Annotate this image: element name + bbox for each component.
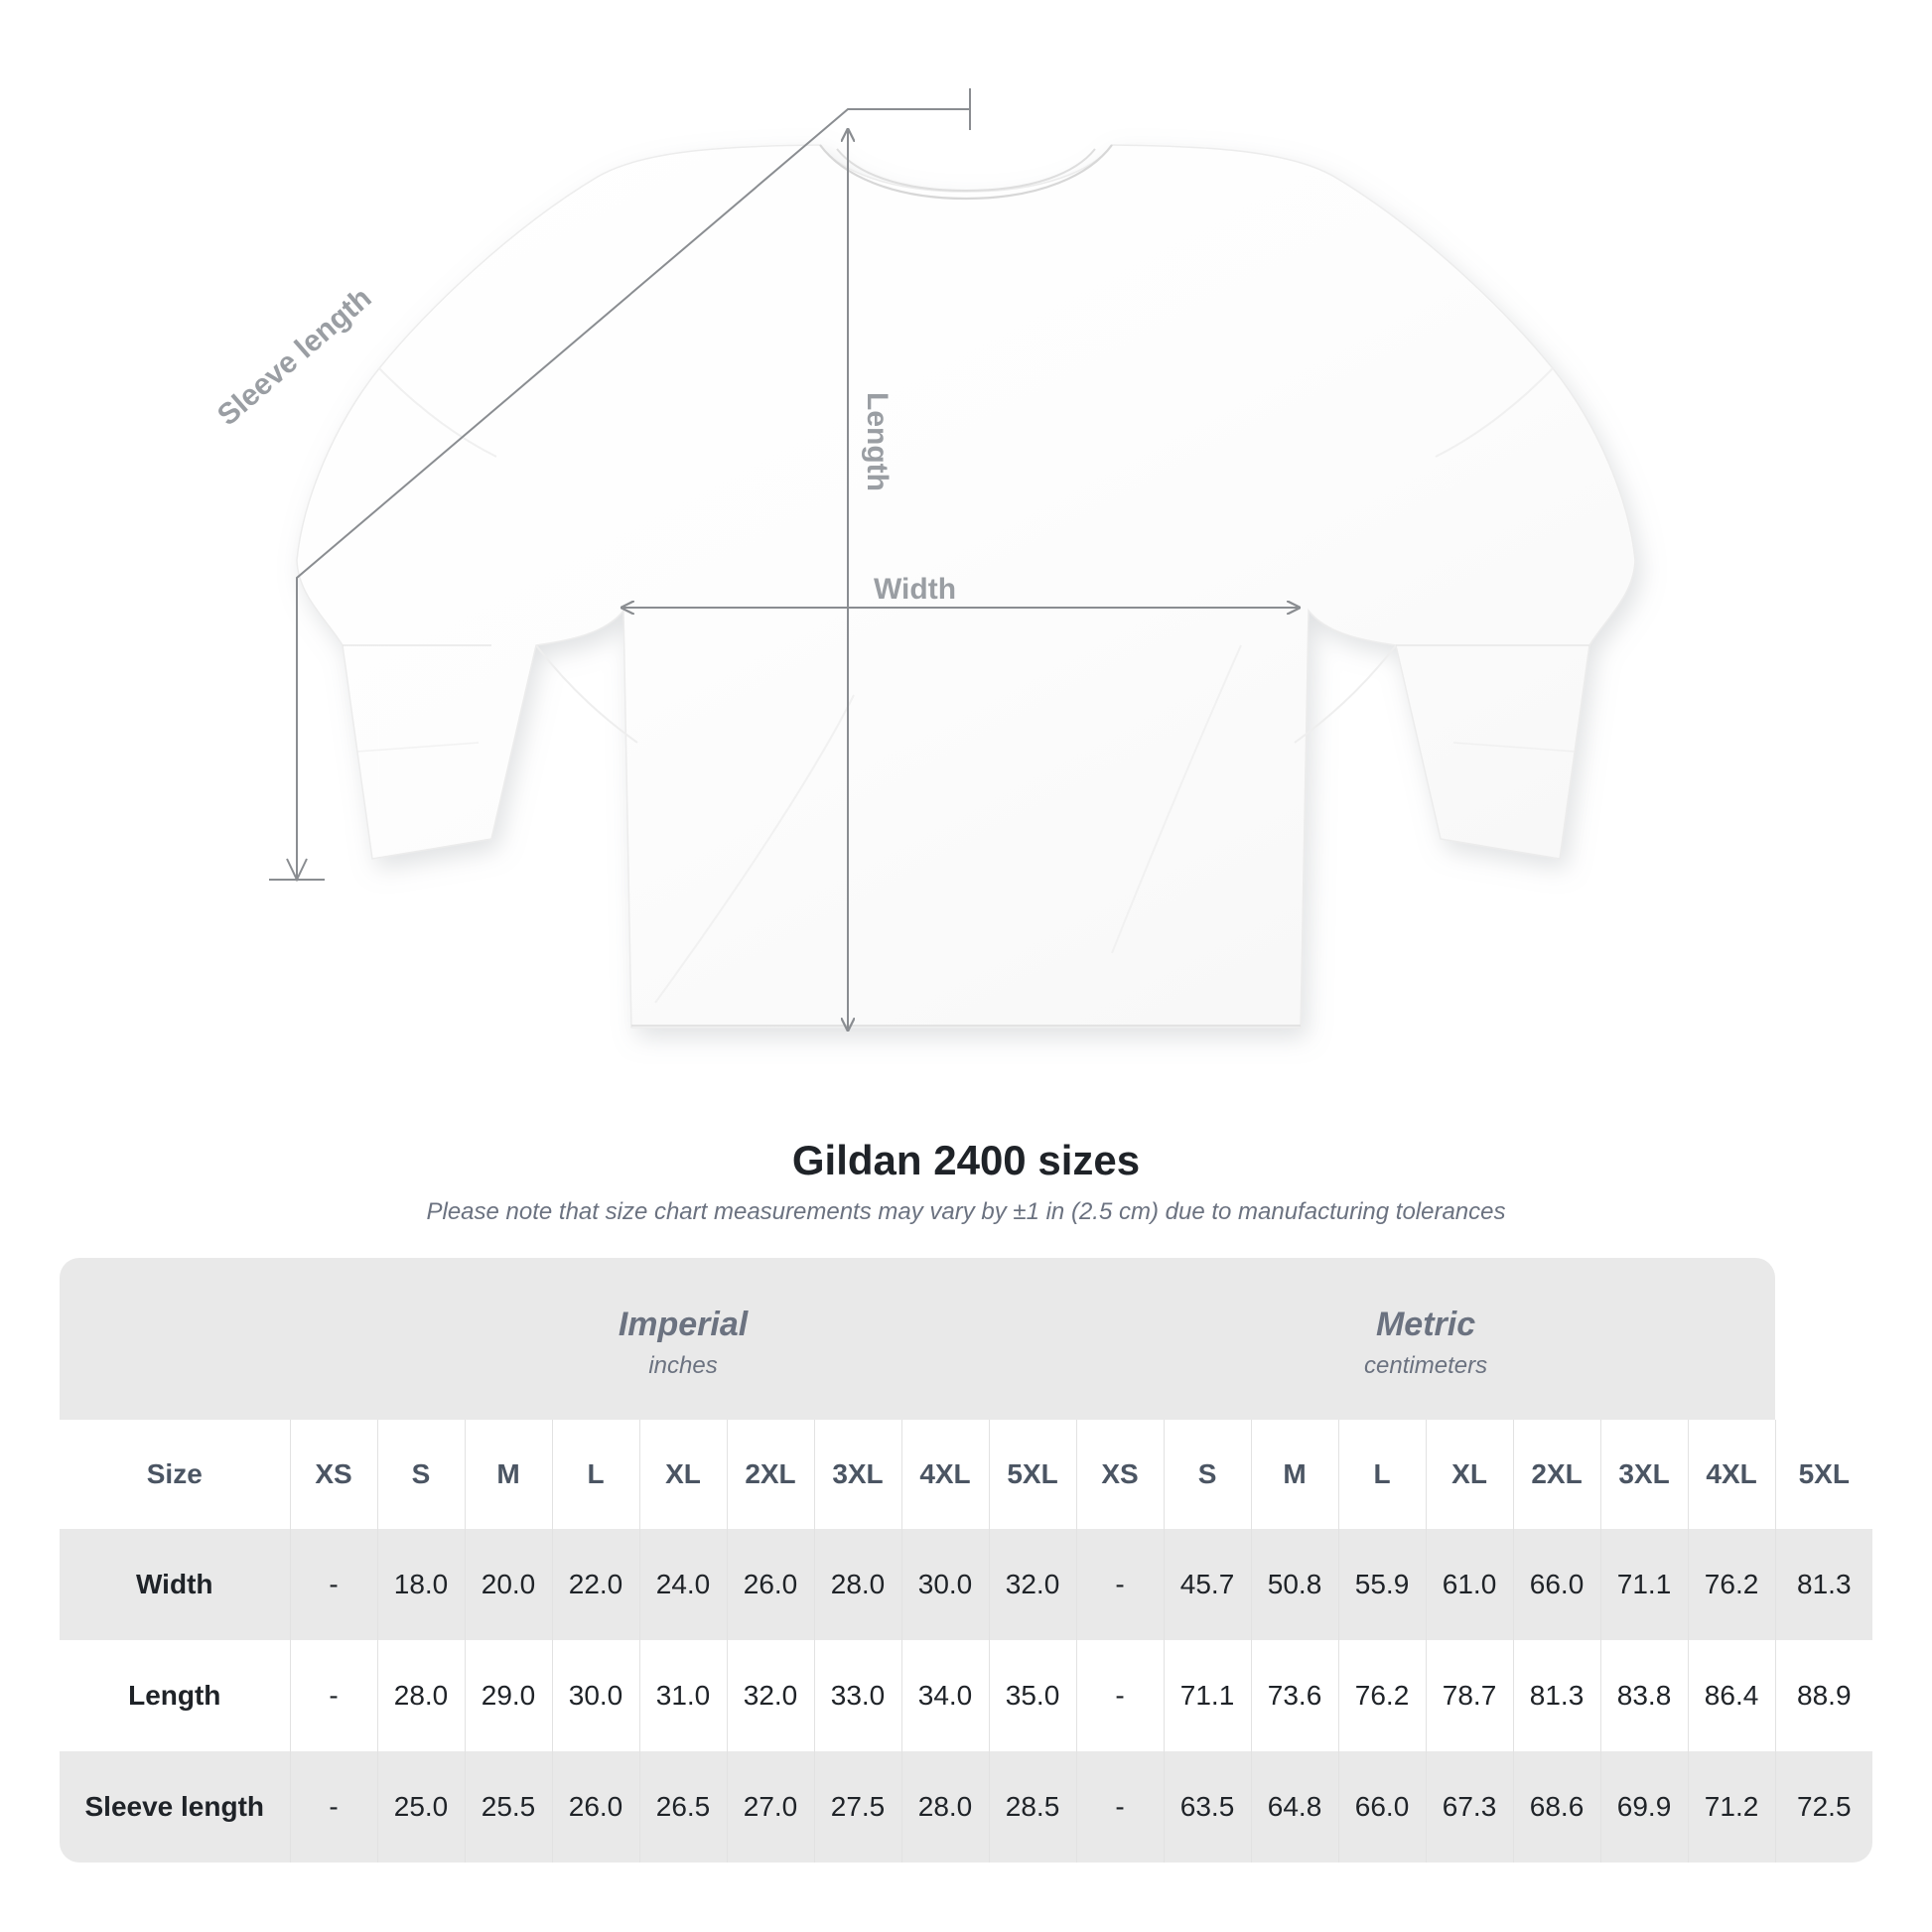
svg-text:Length: Length	[861, 392, 894, 491]
svg-text:Width: Width	[874, 573, 956, 606]
